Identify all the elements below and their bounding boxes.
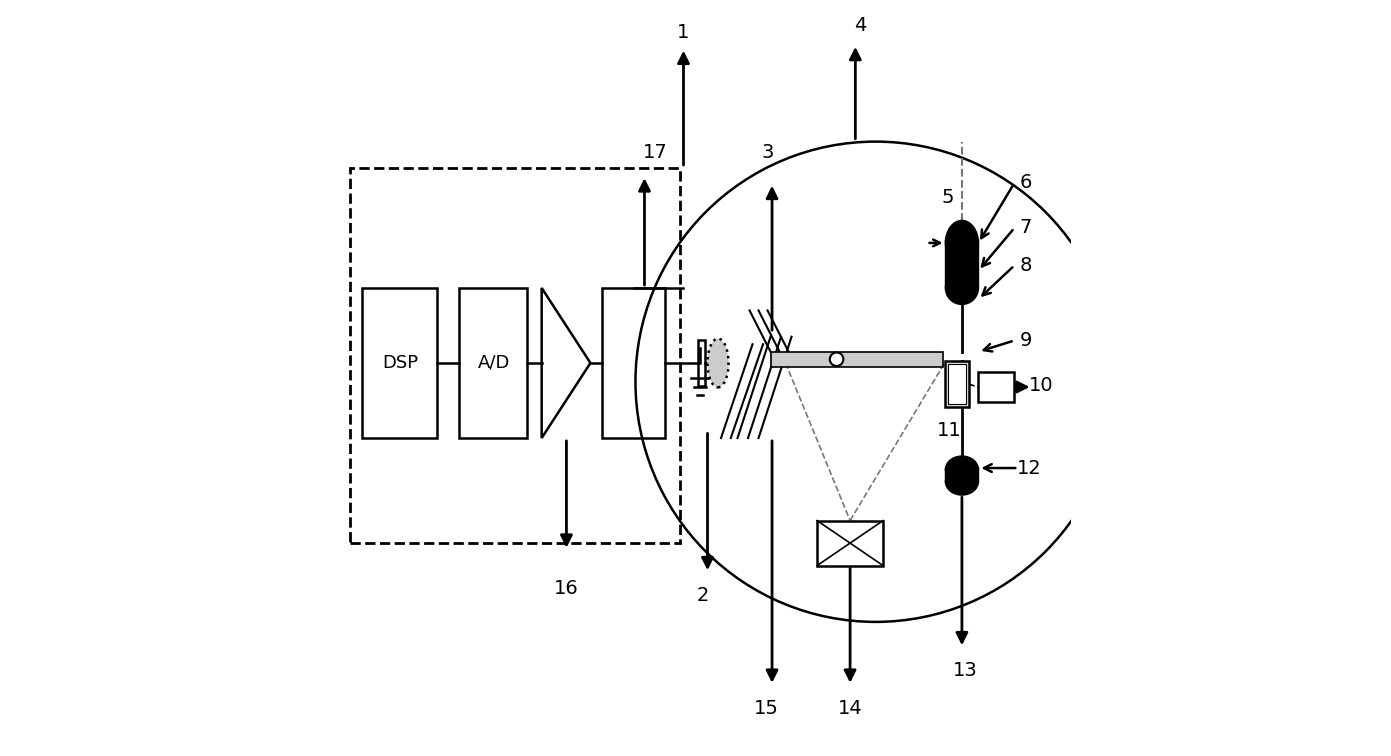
Ellipse shape [946, 271, 978, 305]
Bar [459, 288, 527, 438]
Text: 1: 1 [677, 23, 690, 42]
Bar [817, 521, 883, 565]
Text: 13: 13 [953, 662, 978, 680]
Text: 10: 10 [1028, 376, 1053, 395]
Text: 15: 15 [754, 699, 779, 717]
Text: 7: 7 [1020, 218, 1032, 237]
Bar [944, 361, 968, 407]
Text: 11: 11 [936, 421, 961, 440]
Text: A/D: A/D [479, 354, 510, 372]
Ellipse shape [708, 339, 729, 387]
Ellipse shape [946, 456, 978, 483]
Bar [771, 352, 943, 367]
Bar [698, 340, 705, 386]
Text: 17: 17 [644, 144, 668, 163]
Bar [362, 288, 437, 438]
Text: 9: 9 [1020, 331, 1032, 350]
Bar [947, 364, 965, 404]
Text: 8: 8 [1020, 256, 1032, 275]
Text: 3: 3 [761, 144, 773, 163]
Circle shape [830, 352, 843, 366]
Text: 14: 14 [837, 699, 862, 717]
Text: 4: 4 [854, 16, 867, 35]
Bar [978, 372, 1014, 402]
Ellipse shape [946, 221, 978, 265]
Ellipse shape [946, 468, 978, 495]
Text: 5: 5 [942, 188, 954, 207]
Text: DSP: DSP [383, 354, 419, 372]
Text: 12: 12 [1017, 459, 1042, 478]
Bar [946, 466, 978, 482]
Text: 2: 2 [697, 586, 709, 605]
Bar [946, 239, 978, 288]
Bar [602, 288, 665, 438]
Text: 16: 16 [554, 578, 579, 598]
Text: 6: 6 [1020, 173, 1032, 192]
